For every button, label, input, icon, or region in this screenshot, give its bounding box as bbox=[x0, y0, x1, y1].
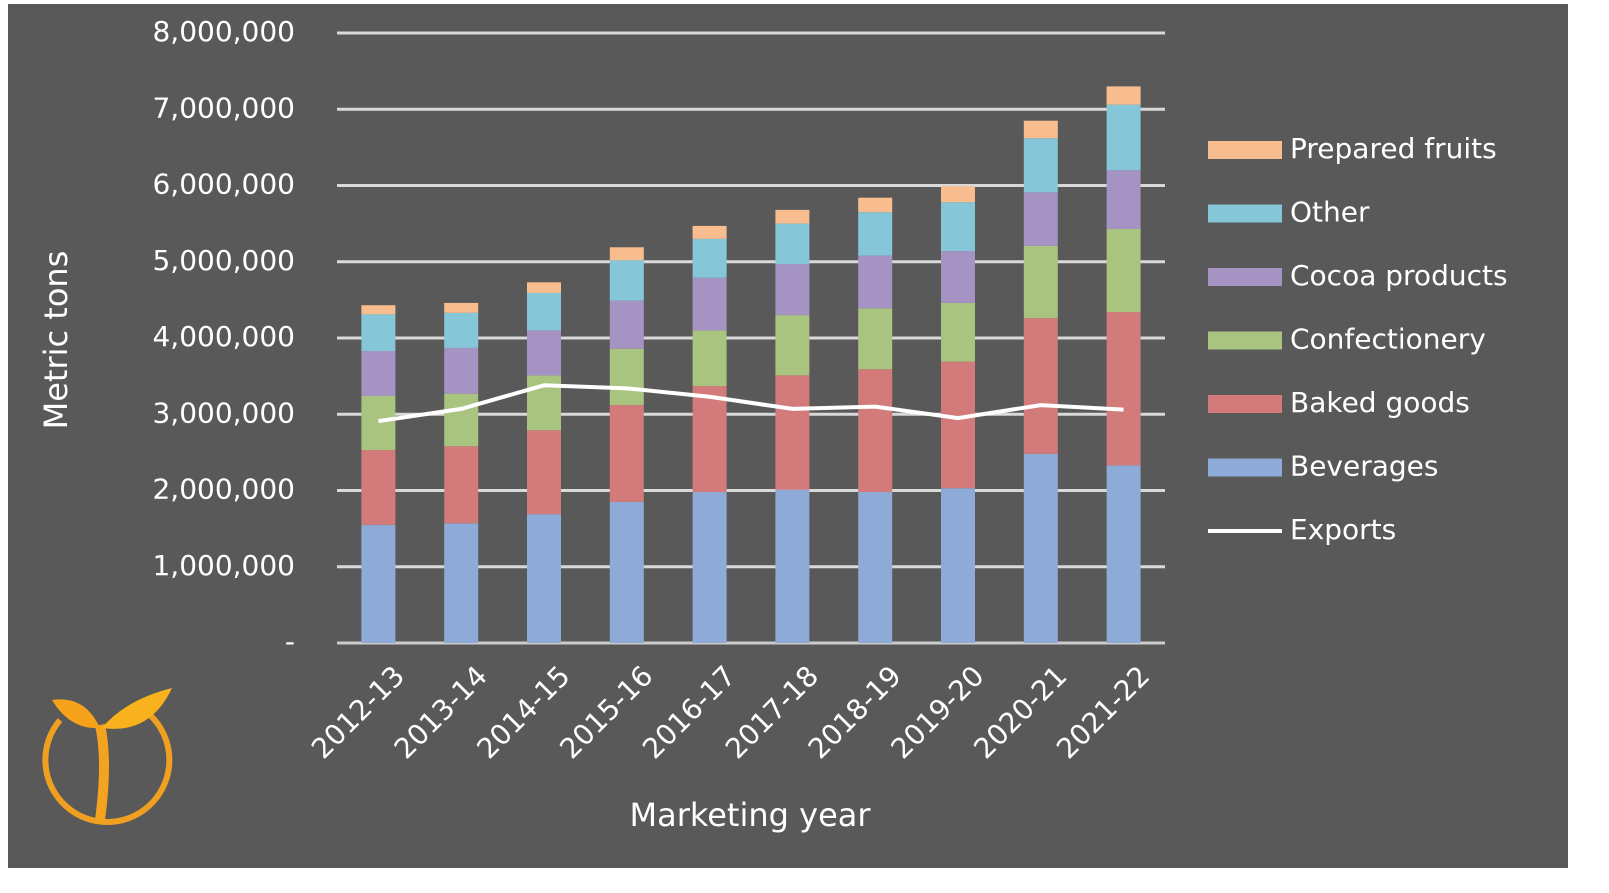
y-tick-label: - bbox=[285, 625, 295, 658]
y-tick-label: 8,000,000 bbox=[152, 15, 295, 48]
x-axis-title: Marketing year bbox=[629, 796, 871, 834]
logo-leaf bbox=[52, 699, 100, 729]
bar-segment bbox=[444, 446, 479, 524]
bar-segment bbox=[361, 450, 396, 525]
logo-leaf bbox=[102, 688, 172, 729]
y-tick-label: 4,000,000 bbox=[152, 320, 295, 353]
bar-segment bbox=[1023, 453, 1058, 643]
bar-segment bbox=[1106, 86, 1141, 105]
bar-segment bbox=[692, 238, 727, 278]
bar-segment bbox=[1106, 312, 1141, 466]
bar-segment bbox=[1023, 318, 1058, 454]
bar-segment bbox=[775, 223, 810, 265]
bar-segment bbox=[527, 282, 561, 294]
bar-segment bbox=[361, 350, 396, 396]
bar-segment bbox=[692, 386, 727, 493]
bar-segment bbox=[941, 186, 975, 203]
legend-label: Baked goods bbox=[1290, 386, 1470, 419]
y-tick-label: 5,000,000 bbox=[152, 244, 295, 277]
bar-segment bbox=[1106, 104, 1141, 171]
legend-label: Confectionery bbox=[1290, 323, 1486, 356]
logo bbox=[42, 688, 173, 825]
bar-segment bbox=[609, 405, 644, 502]
bar-segment bbox=[941, 488, 975, 643]
bar-segment bbox=[858, 212, 893, 256]
bar-segment bbox=[1106, 228, 1141, 313]
bar-segment bbox=[609, 501, 644, 643]
bar-segment bbox=[444, 347, 479, 394]
bar-segment bbox=[775, 489, 810, 643]
bar-segment bbox=[692, 330, 727, 387]
bar-segment bbox=[775, 375, 810, 490]
bar-segment bbox=[775, 264, 810, 316]
bar-segment bbox=[527, 293, 561, 331]
legend-label: Exports bbox=[1290, 513, 1396, 546]
bar-segment bbox=[775, 315, 810, 376]
bar-segment bbox=[1106, 170, 1141, 229]
y-tick-label: 6,000,000 bbox=[152, 168, 295, 201]
legend-swatch bbox=[1208, 331, 1282, 350]
bar-segment bbox=[692, 492, 727, 643]
logo-ring bbox=[42, 712, 173, 825]
bar-segment bbox=[361, 524, 396, 643]
legend-swatch bbox=[1208, 141, 1282, 159]
line-series bbox=[378, 383, 1124, 424]
bar-segment bbox=[858, 308, 893, 370]
bar-segment bbox=[692, 277, 727, 331]
bar-segment bbox=[444, 312, 479, 348]
bar-segment bbox=[361, 395, 396, 451]
legend-label: Prepared fruits bbox=[1290, 132, 1497, 165]
bar-segment bbox=[609, 260, 644, 301]
bar-segment bbox=[609, 300, 644, 349]
bar-segment bbox=[609, 247, 644, 261]
bar-segment bbox=[858, 369, 893, 493]
legend-swatch bbox=[1208, 268, 1282, 286]
bar-segment bbox=[1023, 120, 1058, 139]
bar-segment bbox=[858, 255, 893, 309]
bar-segment bbox=[444, 393, 479, 447]
bar-segment bbox=[692, 225, 727, 239]
y-tick-label: 7,000,000 bbox=[152, 91, 295, 124]
bar-segment bbox=[858, 492, 893, 643]
bar-segment bbox=[444, 302, 479, 313]
bar-segment bbox=[609, 348, 644, 406]
legend-swatch bbox=[1208, 204, 1282, 223]
y-tick-label: 3,000,000 bbox=[152, 396, 295, 429]
bar-segment bbox=[1023, 245, 1058, 319]
bar-segment bbox=[941, 251, 975, 303]
legend-swatch bbox=[1208, 395, 1282, 413]
bar-segment bbox=[527, 330, 561, 376]
bar-segment bbox=[941, 202, 975, 252]
bar-segment bbox=[361, 314, 396, 351]
bar-segment bbox=[527, 514, 561, 643]
legend-label: Other bbox=[1290, 196, 1370, 229]
bar-segment bbox=[1106, 465, 1141, 643]
bar-segment bbox=[444, 523, 479, 643]
y-axis-title: Metric tons bbox=[37, 251, 75, 430]
bar-segment bbox=[858, 197, 893, 213]
bar-segment bbox=[527, 430, 561, 515]
bar-segment bbox=[1023, 138, 1058, 193]
bar-segment bbox=[361, 305, 396, 315]
y-tick-label: 2,000,000 bbox=[152, 473, 295, 506]
legend-label: Beverages bbox=[1290, 450, 1439, 483]
logo-stem bbox=[95, 723, 109, 821]
bar-segment bbox=[941, 361, 975, 489]
bar-segment bbox=[775, 209, 810, 224]
y-tick-label: 1,000,000 bbox=[152, 549, 295, 582]
bar-segment bbox=[941, 302, 975, 362]
bar-segment bbox=[1023, 192, 1058, 246]
legend-label: Cocoa products bbox=[1290, 259, 1508, 292]
legend-swatch bbox=[1208, 458, 1282, 477]
